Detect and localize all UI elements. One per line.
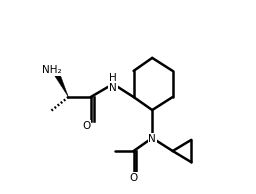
Text: O: O — [130, 173, 138, 183]
Polygon shape — [55, 73, 68, 97]
Text: H
N: H N — [109, 74, 117, 93]
Text: O: O — [82, 121, 90, 131]
Text: NH₂: NH₂ — [42, 65, 61, 75]
Text: N: N — [148, 134, 156, 144]
